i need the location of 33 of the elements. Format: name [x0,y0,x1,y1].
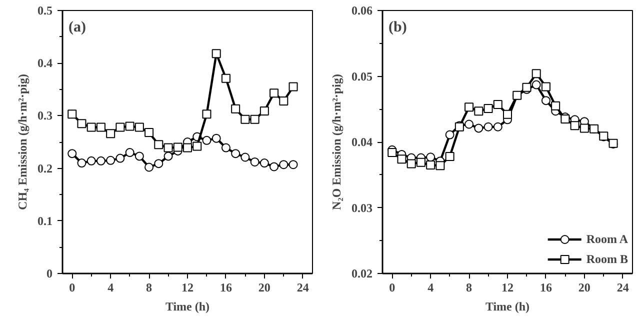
x-tick-label: 4 [428,280,434,294]
y-tick-label: 0.3 [38,108,52,123]
y-tick-label: 0.06 [352,4,372,18]
y-tick-label: 0.2 [38,161,52,176]
y-tick-label: 0 [46,266,52,280]
x-tick-label: 8 [146,280,152,294]
y-tick-label: 0.1 [38,214,52,228]
x-tick-label: 20 [258,280,270,294]
y-tick-label: 0.02 [352,266,372,280]
text: (b) [388,20,407,36]
x-tick-label: 24 [616,280,629,294]
y-axis-title: N₂O Emission (g/h·m²·pig) [330,74,344,210]
y-tick-label: 0.5 [38,4,52,18]
text: (a) [68,20,86,36]
x-tick-label: 12 [502,280,514,294]
x-tick-label: 24 [296,280,309,294]
y-tick-label: 0.04 [352,135,372,149]
legend-label: Room B [586,252,628,266]
x-tick-label: 20 [578,280,590,294]
y-axis-title: CH₄ Emission (g/h·m²·pig) [16,74,30,210]
x-tick-label: 0 [69,280,76,294]
x-tick-label: 8 [466,280,472,294]
y-tick-label: 0.05 [352,69,372,84]
legend-label: Room A [586,232,628,246]
x-tick-label: 16 [540,280,552,294]
x-tick-label: 4 [108,280,114,294]
x-tick-label: 16 [220,280,232,294]
y-tick-label: 0.4 [38,56,52,70]
x-axis-title: Time (h) [485,300,530,314]
x-axis-title: Time (h) [165,300,210,314]
y-tick-label: 0.03 [352,200,372,215]
x-tick-label: 0 [389,280,396,294]
x-tick-label: 12 [182,280,194,294]
